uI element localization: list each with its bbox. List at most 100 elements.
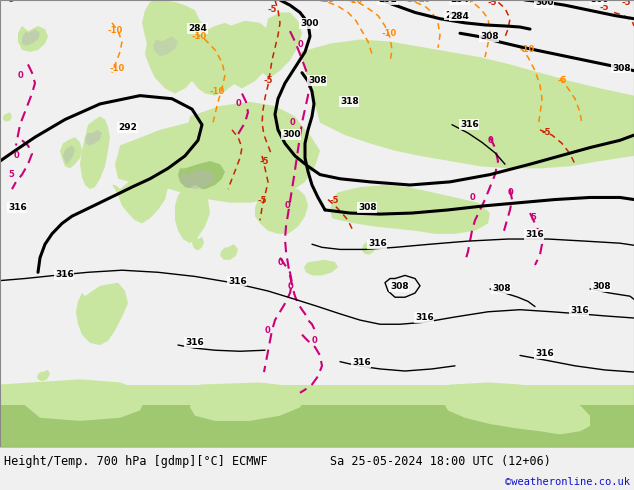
Polygon shape xyxy=(85,130,102,146)
Text: 0: 0 xyxy=(265,325,271,335)
Text: -5: -5 xyxy=(5,0,15,4)
Text: 316: 316 xyxy=(460,120,479,129)
Polygon shape xyxy=(222,21,275,88)
Polygon shape xyxy=(145,0,215,94)
Text: -5: -5 xyxy=(621,0,630,7)
Polygon shape xyxy=(0,379,145,421)
Text: 0: 0 xyxy=(236,99,242,108)
Polygon shape xyxy=(185,23,245,96)
Polygon shape xyxy=(112,169,168,223)
Text: Sa 25-05-2024 18:00 UTC (12+06): Sa 25-05-2024 18:00 UTC (12+06) xyxy=(330,455,551,468)
Text: 10: 10 xyxy=(406,0,418,4)
Text: 318: 318 xyxy=(340,97,359,106)
Text: 316: 316 xyxy=(185,338,204,347)
Text: -10: -10 xyxy=(108,26,123,35)
Text: 0: 0 xyxy=(290,118,295,127)
Polygon shape xyxy=(80,117,110,189)
Text: 308: 308 xyxy=(612,64,631,73)
Polygon shape xyxy=(63,146,75,164)
Text: 300: 300 xyxy=(300,19,318,28)
Polygon shape xyxy=(60,137,82,169)
Text: -15: -15 xyxy=(320,0,335,4)
Polygon shape xyxy=(304,260,338,275)
Text: 0: 0 xyxy=(14,151,20,160)
Text: 316: 316 xyxy=(368,239,387,248)
Text: -5: -5 xyxy=(258,196,268,205)
Polygon shape xyxy=(0,385,634,447)
Text: 284: 284 xyxy=(188,24,207,33)
Text: Height/Temp. 700 hPa [gdmp][°C] ECMWF: Height/Temp. 700 hPa [gdmp][°C] ECMWF xyxy=(4,455,268,468)
Text: 308: 308 xyxy=(308,76,327,85)
Polygon shape xyxy=(178,161,225,189)
Text: -5: -5 xyxy=(542,128,552,137)
Text: 292: 292 xyxy=(118,123,137,132)
Text: -5: -5 xyxy=(268,5,278,15)
Text: 0: 0 xyxy=(312,336,318,345)
Polygon shape xyxy=(300,40,634,169)
Text: 5: 5 xyxy=(8,170,14,179)
Text: 316: 316 xyxy=(55,270,74,279)
Text: -5: -5 xyxy=(330,196,339,205)
Text: 308: 308 xyxy=(592,282,611,291)
Text: 10: 10 xyxy=(418,0,432,4)
Polygon shape xyxy=(190,383,305,421)
Text: -10: -10 xyxy=(348,0,363,5)
Text: -5: -5 xyxy=(263,76,273,85)
Text: -5: -5 xyxy=(260,157,269,166)
Text: -10: -10 xyxy=(210,87,225,96)
Text: 292: 292 xyxy=(378,0,397,4)
Polygon shape xyxy=(18,26,48,52)
Polygon shape xyxy=(220,244,238,260)
Text: 308: 308 xyxy=(390,282,409,291)
Polygon shape xyxy=(330,185,490,234)
Polygon shape xyxy=(153,36,178,56)
Polygon shape xyxy=(76,283,128,345)
Text: 316: 316 xyxy=(535,349,553,359)
Text: 284: 284 xyxy=(450,12,469,21)
Text: 0: 0 xyxy=(18,71,23,80)
Text: 284: 284 xyxy=(450,0,469,4)
Text: -10: -10 xyxy=(110,64,126,73)
Polygon shape xyxy=(115,114,320,203)
Text: 0: 0 xyxy=(508,188,514,197)
Polygon shape xyxy=(192,237,204,250)
Polygon shape xyxy=(255,189,308,234)
Text: 316: 316 xyxy=(525,230,544,239)
Text: 316: 316 xyxy=(415,313,434,322)
Polygon shape xyxy=(258,12,302,78)
Text: 300: 300 xyxy=(590,0,609,4)
Text: 300: 300 xyxy=(282,130,301,139)
Polygon shape xyxy=(175,185,210,243)
Polygon shape xyxy=(442,383,590,435)
Text: 0: 0 xyxy=(285,201,291,210)
Polygon shape xyxy=(22,29,40,46)
Polygon shape xyxy=(37,370,50,381)
Text: -5: -5 xyxy=(558,76,567,85)
Text: 308: 308 xyxy=(358,203,377,212)
Polygon shape xyxy=(362,242,376,255)
Text: 308: 308 xyxy=(492,284,510,293)
Text: 0: 0 xyxy=(288,282,294,291)
Polygon shape xyxy=(0,405,634,447)
Text: 300: 300 xyxy=(535,0,553,7)
Polygon shape xyxy=(190,216,202,231)
Text: 316: 316 xyxy=(352,358,371,367)
Polygon shape xyxy=(3,112,12,122)
Text: 316: 316 xyxy=(228,277,247,286)
Polygon shape xyxy=(182,102,310,177)
Text: 316: 316 xyxy=(570,306,589,315)
Text: 0: 0 xyxy=(470,193,476,201)
Text: -5: -5 xyxy=(488,0,498,7)
Text: 5: 5 xyxy=(530,213,536,222)
Text: ©weatheronline.co.uk: ©weatheronline.co.uk xyxy=(505,477,630,487)
Text: -10: -10 xyxy=(192,32,207,42)
Text: 0: 0 xyxy=(278,258,284,267)
Polygon shape xyxy=(142,0,182,54)
Polygon shape xyxy=(180,170,215,189)
Text: -10: -10 xyxy=(520,45,535,54)
Text: 292: 292 xyxy=(445,11,464,20)
Text: 308: 308 xyxy=(480,32,498,42)
Text: 0: 0 xyxy=(298,40,304,49)
Text: -5: -5 xyxy=(600,3,609,12)
Text: 0: 0 xyxy=(488,136,494,146)
